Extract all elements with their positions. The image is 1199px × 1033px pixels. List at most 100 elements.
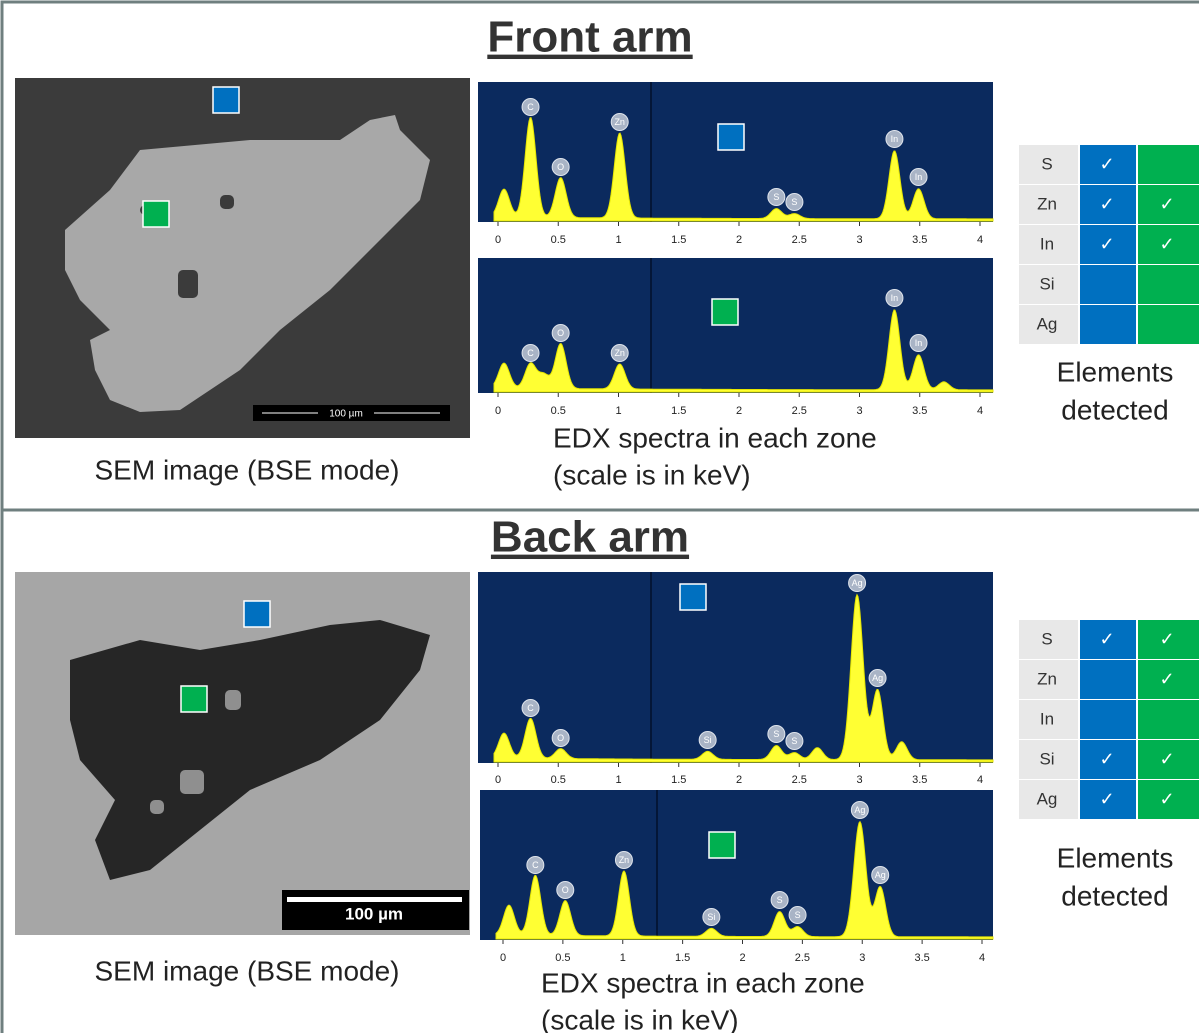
panel-title: Back arm [491,513,689,562]
spectrum-trace [495,820,994,940]
x-tick-label: 3 [856,234,862,246]
x-tick-label: 2.5 [792,774,807,786]
element-name: In [1040,709,1054,728]
edx-caption: EDX spectra in each zone [541,967,865,998]
x-tick-label: 3.5 [914,952,929,964]
element-name: S [1041,629,1052,648]
green-zone-cell [1138,780,1199,819]
peak-label: S [791,736,797,746]
check: ✓ [1099,789,1114,809]
x-tick-label: 3 [859,952,865,964]
element-cell [1019,145,1078,184]
peak-label: S [777,895,783,905]
particle [70,620,430,880]
peak-label: Si [707,912,715,922]
check: ✓ [1159,194,1174,214]
peak-label-badge [521,344,540,362]
blue-zone-marker [717,123,745,151]
spectrum-axis-strip [478,393,993,405]
peak-label-badge [871,866,890,884]
scale-bar-box [282,890,469,930]
x-tick-label: 0 [500,952,506,964]
x-tick-label: 1 [620,952,626,964]
element-cell [1019,700,1078,739]
peak-label: In [891,134,899,144]
peak-label: O [557,328,564,338]
peak-label-badge [551,729,570,747]
green-zone-cell [1138,305,1199,344]
spectrum-trace [493,117,994,222]
green-zone-marker [142,200,170,228]
elements-caption: detected [1061,394,1168,425]
blue-zone-cell [1080,225,1136,264]
spectrum-trace [493,593,994,763]
peak-label-badge [551,158,570,176]
blue-zone-marker [679,583,707,611]
x-tick-label: 4 [977,234,983,246]
peak-label: Zn [614,348,625,358]
peak-label: S [791,197,797,207]
particle [65,115,430,412]
peak-label: In [915,172,923,182]
check: ✓ [1099,234,1114,254]
peak-label-badge [521,98,540,116]
peak-label-badge [610,344,629,362]
element-cell [1019,780,1078,819]
element-name: Zn [1037,194,1057,213]
peak-label: S [773,729,779,739]
check: ✓ [1159,629,1174,649]
peak-label-badge [785,193,804,211]
x-tick-label: 1.5 [675,952,690,964]
peak-label: Ag [875,870,886,880]
x-tick-label: 2 [739,952,745,964]
check: ✓ [1159,669,1174,689]
peak-label-badge [614,851,633,869]
blue-zone-marker [212,86,240,114]
peak-label-badge [767,725,786,743]
peak-label-badge [909,168,928,186]
element-name: Zn [1037,669,1057,688]
particle-hole [178,270,198,298]
x-tick-label: 1.5 [671,774,686,786]
x-tick-label: 2 [736,234,742,246]
x-tick-label: 4 [977,405,983,417]
peak-label: O [557,733,564,743]
element-name: S [1041,154,1052,173]
x-tick-label: 0.5 [551,405,566,417]
peak-label-badge [767,188,786,206]
blue-zone-cell [1080,780,1136,819]
scale-bar [287,897,462,902]
peak-label-badge [521,699,540,717]
sem-caption: SEM image (BSE mode) [95,955,400,986]
scale-bar-label: 100 µm [329,409,363,420]
x-tick-label: 0.5 [555,952,570,964]
spectrum-axis-strip [478,763,993,775]
element-cell [1019,305,1078,344]
peak-label: C [527,348,534,358]
peak-label-badge [788,906,807,924]
x-tick-label: 1 [615,234,621,246]
blue-zone-marker [243,600,271,628]
x-tick-label: 3.5 [912,405,927,417]
element-cell [1019,660,1078,699]
peak-label-badge [850,801,869,819]
particle-hole [180,770,204,794]
peak-label: S [773,192,779,202]
peak-label-badge [556,881,575,899]
element-cell [1019,225,1078,264]
spectrum-trace [493,309,994,393]
peak-label: Ag [872,673,883,683]
peak-label-badge [698,731,717,749]
scale-bar-label: 100 µm [345,904,403,923]
x-tick-label: 0.5 [551,774,566,786]
particle-hole [150,800,164,814]
x-tick-label: 0 [495,774,501,786]
peak-label-badge [848,574,867,592]
spectrum-axis-strip [478,222,993,234]
peak-label-badge [868,669,887,687]
spectrum-plot [480,790,993,940]
blue-zone-cell [1080,740,1136,779]
edx-caption: (scale is in keV) [553,459,751,490]
green-zone-cell [1138,700,1199,739]
